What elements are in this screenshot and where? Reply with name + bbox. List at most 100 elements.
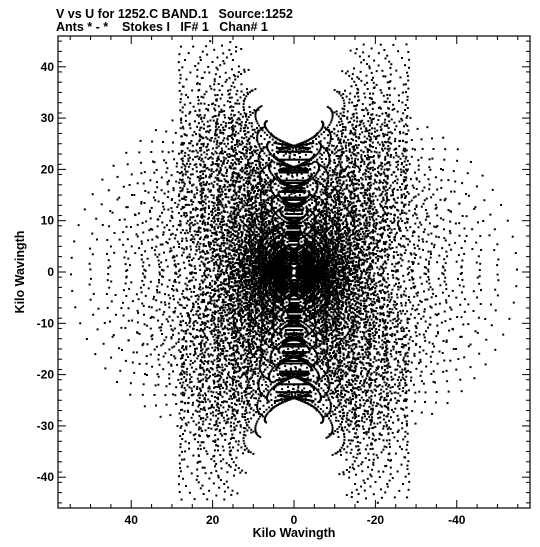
uv-point <box>338 206 341 209</box>
uv-point <box>254 224 257 227</box>
uv-point <box>276 217 279 220</box>
uv-point <box>297 171 300 174</box>
uv-point <box>217 194 220 197</box>
uv-point <box>189 378 191 381</box>
uv-point <box>238 254 241 257</box>
uv-point <box>286 291 289 294</box>
uv-point <box>181 187 184 190</box>
uv-point <box>247 213 250 216</box>
uv-point <box>360 192 363 195</box>
uv-point <box>305 242 308 245</box>
uv-point <box>368 216 371 218</box>
uv-point <box>387 149 390 152</box>
uv-point <box>252 202 255 204</box>
uv-point <box>281 232 284 235</box>
uv-point <box>352 356 355 359</box>
uv-point <box>304 190 307 192</box>
uv-point <box>214 372 216 375</box>
uv-point <box>247 369 250 372</box>
uv-point <box>297 307 300 310</box>
uv-point <box>233 394 236 396</box>
uv-point <box>233 226 236 229</box>
uv-point <box>333 161 336 164</box>
uv-point <box>368 188 371 191</box>
uv-point <box>235 361 238 364</box>
uv-point <box>367 221 370 224</box>
uv-point <box>240 121 243 124</box>
uv-point <box>344 399 347 402</box>
uv-point <box>348 280 351 282</box>
uv-point <box>397 209 400 212</box>
uv-point <box>295 256 297 259</box>
uv-point <box>383 124 386 127</box>
uv-point <box>214 125 217 128</box>
uv-point <box>257 227 260 230</box>
uv-point <box>315 346 318 349</box>
uv-point <box>272 241 275 244</box>
uv-point <box>286 289 289 291</box>
uv-point <box>248 232 251 235</box>
uv-point <box>200 197 203 200</box>
uv-point <box>299 230 302 233</box>
uv-point <box>316 196 319 198</box>
uv-point <box>234 317 237 320</box>
uv-point <box>368 322 371 324</box>
uv-point <box>323 349 326 352</box>
uv-point <box>330 291 333 294</box>
uv-point <box>218 342 221 345</box>
uv-point <box>268 319 271 322</box>
uv-point <box>286 237 289 240</box>
uv-point <box>192 393 195 396</box>
uv-point <box>217 214 220 217</box>
uv-point <box>282 306 285 309</box>
uv-point <box>273 334 276 337</box>
uv-point <box>291 179 294 182</box>
uv-point <box>289 298 292 301</box>
uv-point <box>380 434 383 437</box>
uv-point <box>248 195 251 197</box>
uv-point <box>375 307 378 309</box>
uv-point <box>346 250 349 253</box>
uv-point <box>187 165 190 168</box>
uv-point <box>227 229 230 232</box>
uv-point <box>248 235 250 238</box>
uv-point <box>300 362 303 365</box>
uv-point <box>277 237 280 239</box>
uv-point <box>182 181 185 184</box>
uv-point <box>182 330 185 333</box>
uv-point <box>399 394 402 397</box>
uv-point <box>352 326 355 329</box>
uv-point <box>396 414 399 417</box>
uv-point <box>386 195 388 198</box>
uv-point <box>306 150 309 153</box>
uv-point <box>255 159 258 162</box>
uv-point <box>357 388 360 391</box>
uv-point <box>351 160 353 163</box>
uv-point <box>219 167 222 170</box>
uv-point <box>284 297 287 300</box>
uv-point <box>207 205 210 208</box>
uv-point <box>299 250 302 253</box>
uv-point <box>238 102 241 105</box>
uv-point <box>208 168 211 171</box>
uv-point <box>258 215 261 218</box>
uv-point <box>250 390 253 393</box>
uv-point <box>233 222 236 224</box>
uv-point <box>219 199 222 202</box>
uv-point <box>291 285 293 288</box>
uv-point <box>299 227 302 230</box>
uv-point <box>218 231 221 234</box>
uv-point <box>368 327 371 330</box>
uv-point <box>404 379 407 382</box>
uv-point <box>235 151 238 154</box>
uv-point <box>361 159 364 162</box>
uv-point <box>262 217 265 220</box>
uv-point <box>261 295 264 298</box>
uv-point <box>243 402 245 405</box>
uv-point <box>320 342 323 345</box>
uv-point <box>319 314 322 317</box>
uv-point <box>342 283 345 286</box>
uv-point <box>338 216 341 219</box>
uv-point <box>325 333 328 335</box>
uv-point <box>305 247 308 249</box>
